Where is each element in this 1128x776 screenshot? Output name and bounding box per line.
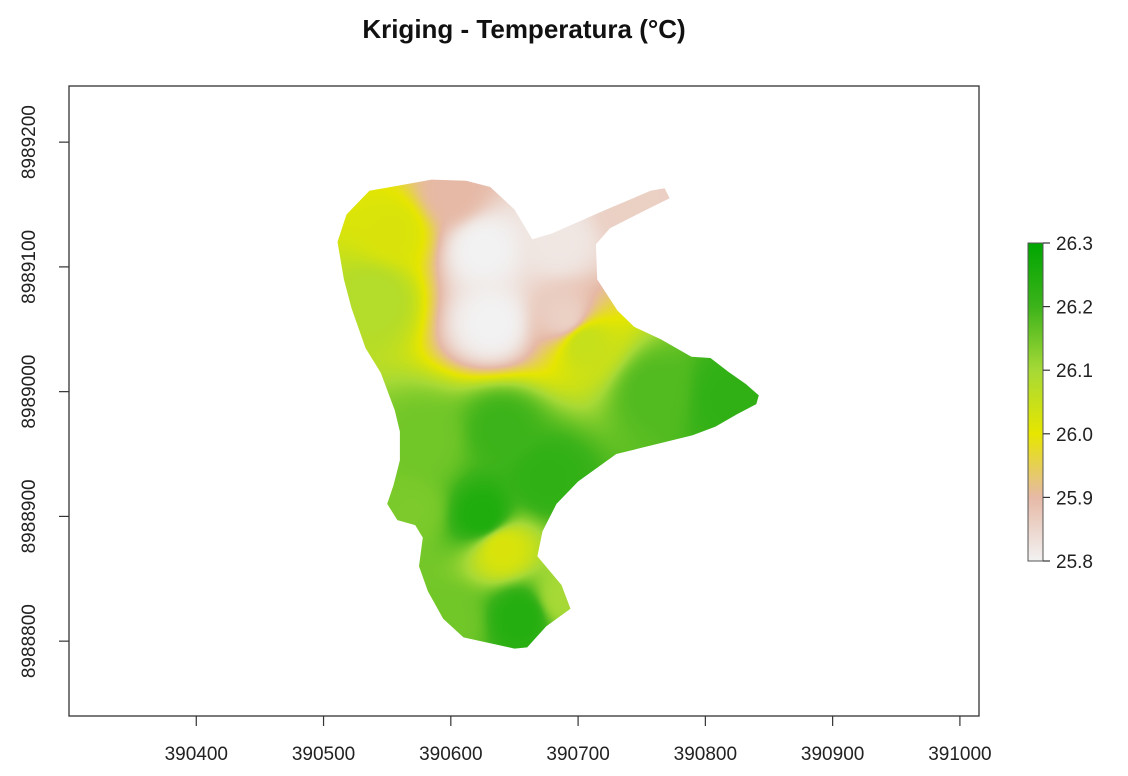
legend-colorbar: [1027, 242, 1044, 562]
color-legend: 26.3 26.2 26.1 26.0 25.9 25.8: [1027, 234, 1093, 573]
x-tick-label: 390800: [674, 744, 737, 765]
y-tick-label: 8988800: [19, 604, 40, 678]
chart-title: Kriging - Temperatura (°C): [362, 14, 685, 44]
y-tick-label: 8989100: [19, 230, 40, 304]
y-tick-label: 8989000: [19, 355, 40, 429]
x-tick-label: 390500: [292, 744, 355, 765]
x-tick-label: 390700: [546, 744, 609, 765]
kriging-surface-image: [337, 179, 759, 649]
x-tick-label: 390400: [165, 744, 228, 765]
legend-tick-label: 26.0: [1056, 425, 1093, 446]
legend-tick-label: 26.3: [1056, 234, 1093, 255]
y-axis: 8989200 8989100 8989000 8988900 8988800: [19, 105, 69, 678]
y-tick-label: 8989200: [19, 105, 40, 179]
plot-frame: [68, 85, 980, 717]
x-tick-label: 391000: [928, 744, 991, 765]
x-tick-label: 390600: [419, 744, 482, 765]
legend-tick-label: 25.9: [1056, 488, 1093, 509]
x-tick-label: 390900: [801, 744, 864, 765]
legend-tick-label: 26.2: [1056, 298, 1093, 319]
y-tick-label: 8988900: [19, 479, 40, 553]
legend-tick-label: 26.1: [1056, 361, 1093, 382]
legend-tick-label: 25.8: [1056, 552, 1093, 573]
heatmap-surface: [337, 179, 759, 649]
x-axis: 390400 390500 390600 390700 390800 390900 3910…: [165, 716, 992, 765]
